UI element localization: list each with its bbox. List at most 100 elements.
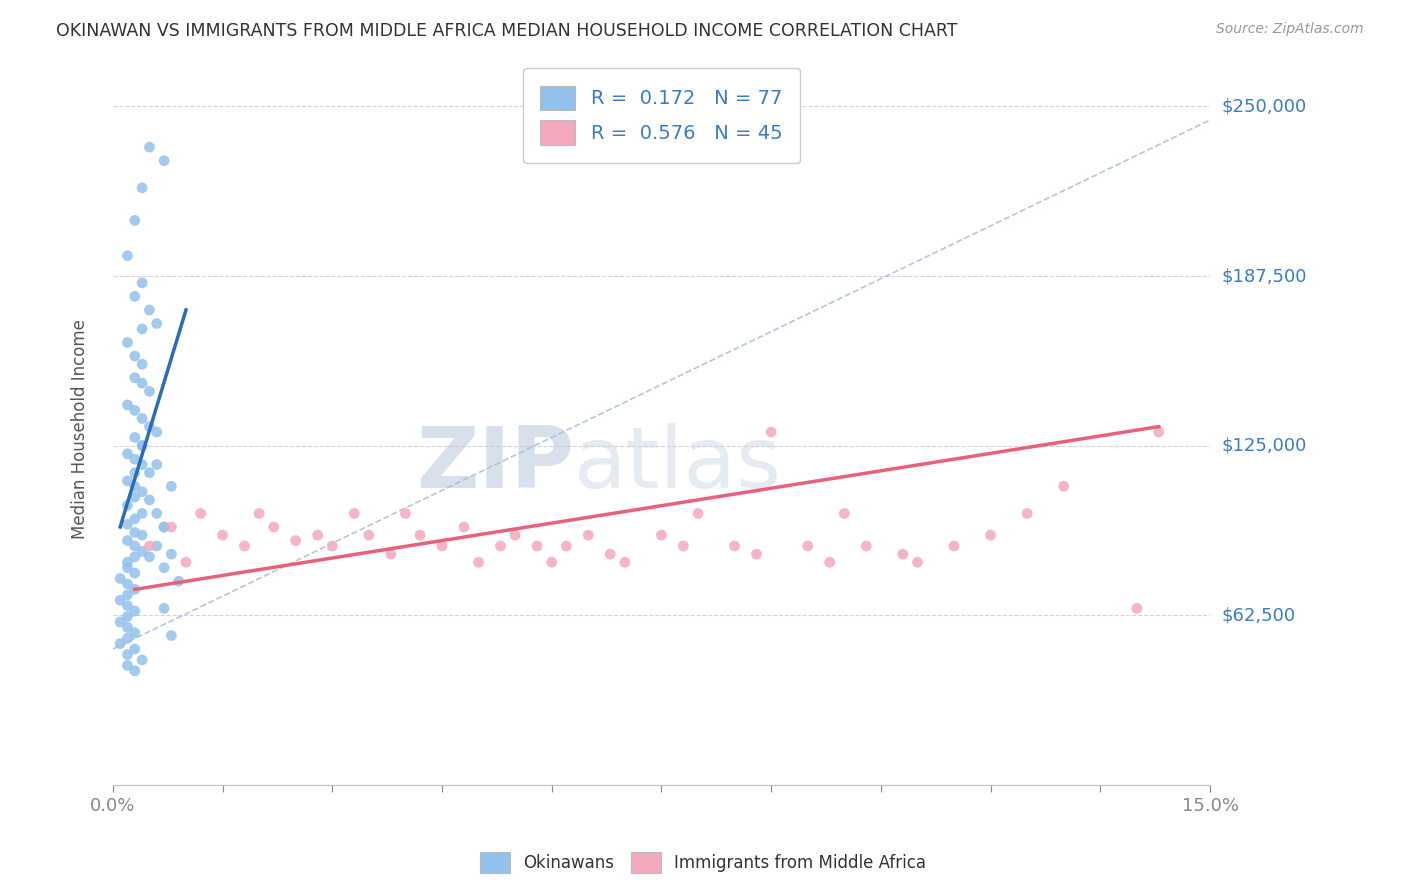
- Point: [980, 528, 1002, 542]
- Point: [117, 632, 139, 646]
- Point: [145, 458, 167, 472]
- Point: [117, 609, 139, 624]
- Point: [503, 528, 526, 542]
- Legend: R =  0.172   N = 77, R =  0.576   N = 45: R = 0.172 N = 77, R = 0.576 N = 45: [523, 68, 800, 162]
- Point: [1126, 601, 1149, 615]
- Point: [124, 479, 146, 493]
- Point: [540, 555, 562, 569]
- Point: [174, 555, 197, 569]
- Point: [160, 479, 183, 493]
- Point: [818, 555, 841, 569]
- Point: [145, 425, 167, 439]
- Point: [599, 547, 621, 561]
- Point: [153, 560, 176, 574]
- Point: [263, 520, 285, 534]
- Point: [745, 547, 768, 561]
- Point: [117, 474, 139, 488]
- Point: [153, 601, 176, 615]
- Point: [124, 403, 146, 417]
- Y-axis label: Median Household Income: Median Household Income: [72, 318, 89, 539]
- Point: [138, 539, 160, 553]
- Point: [124, 604, 146, 618]
- Point: [138, 466, 160, 480]
- Point: [167, 574, 190, 589]
- Point: [153, 520, 176, 534]
- Point: [131, 357, 153, 371]
- Point: [613, 555, 636, 569]
- Point: [138, 419, 160, 434]
- Point: [117, 577, 139, 591]
- Point: [131, 439, 153, 453]
- Point: [124, 430, 146, 444]
- Point: [124, 525, 146, 540]
- Point: [138, 492, 160, 507]
- Point: [891, 547, 914, 561]
- Point: [117, 648, 139, 662]
- Point: [124, 371, 146, 385]
- Point: [430, 539, 453, 553]
- Point: [284, 533, 307, 548]
- Point: [190, 507, 212, 521]
- Point: [650, 528, 672, 542]
- Point: [138, 549, 160, 564]
- Point: [467, 555, 489, 569]
- Point: [832, 507, 855, 521]
- Point: [131, 322, 153, 336]
- Point: [117, 398, 139, 412]
- Point: [131, 411, 153, 425]
- Point: [1053, 479, 1076, 493]
- Point: [131, 276, 153, 290]
- Point: [131, 376, 153, 391]
- Point: [160, 547, 183, 561]
- Point: [307, 528, 329, 542]
- Text: atlas: atlas: [574, 423, 782, 506]
- Point: [131, 653, 153, 667]
- Point: [124, 512, 146, 526]
- Point: [124, 289, 146, 303]
- Text: $62,500: $62,500: [1222, 607, 1295, 624]
- Point: [153, 153, 176, 168]
- Point: [124, 582, 146, 597]
- Point: [117, 658, 139, 673]
- Point: [247, 507, 270, 521]
- Point: [117, 517, 139, 532]
- Point: [138, 384, 160, 399]
- Point: [211, 528, 233, 542]
- Point: [124, 566, 146, 581]
- Point: [117, 533, 139, 548]
- Point: [145, 317, 167, 331]
- Point: [796, 539, 818, 553]
- Point: [117, 560, 139, 574]
- Point: [117, 620, 139, 634]
- Point: [117, 599, 139, 613]
- Point: [145, 539, 167, 553]
- Point: [489, 539, 512, 553]
- Point: [453, 520, 475, 534]
- Point: [759, 425, 782, 439]
- Point: [117, 249, 139, 263]
- Point: [131, 544, 153, 558]
- Point: [233, 539, 256, 553]
- Point: [1147, 425, 1170, 439]
- Legend: Okinawans, Immigrants from Middle Africa: Okinawans, Immigrants from Middle Africa: [474, 846, 932, 880]
- Point: [138, 140, 160, 154]
- Point: [117, 447, 139, 461]
- Point: [108, 593, 131, 607]
- Point: [321, 539, 343, 553]
- Point: [124, 466, 146, 480]
- Point: [124, 642, 146, 657]
- Point: [124, 664, 146, 678]
- Point: [131, 181, 153, 195]
- Point: [409, 528, 432, 542]
- Point: [124, 549, 146, 564]
- Point: [124, 349, 146, 363]
- Point: [131, 458, 153, 472]
- Point: [124, 213, 146, 227]
- Point: [943, 539, 966, 553]
- Point: [138, 302, 160, 317]
- Point: [117, 588, 139, 602]
- Point: [672, 539, 695, 553]
- Point: [160, 520, 183, 534]
- Point: [526, 539, 548, 553]
- Point: [394, 507, 416, 521]
